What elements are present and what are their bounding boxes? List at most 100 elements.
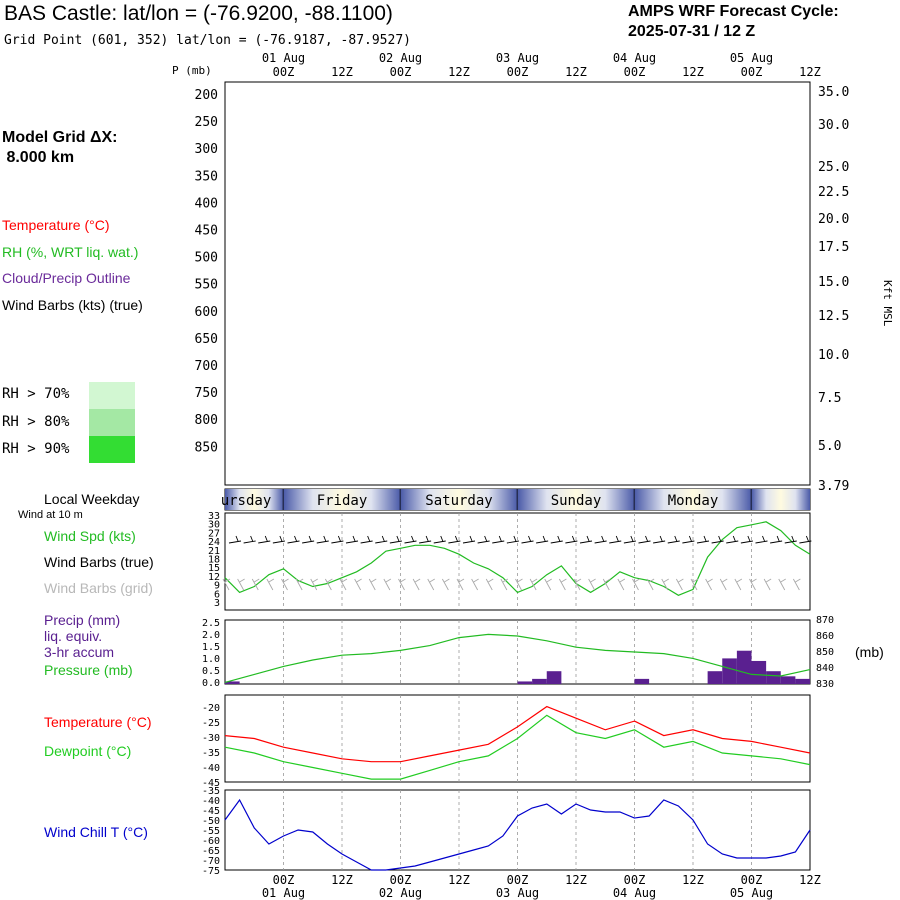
wind-speed-line (224, 521, 811, 596)
surface-wind-barb-grid (222, 578, 231, 591)
bottom-hour-label: 00Z (507, 873, 529, 887)
precip-tick-label: 2.5 (202, 618, 220, 629)
precip-bar (722, 658, 737, 684)
surface-wind-barb-true (433, 535, 446, 544)
surface-wind-barb-true (770, 535, 783, 544)
height-tick-label: 20.0 (818, 212, 849, 227)
rh70-swatch (89, 382, 135, 409)
pressure-tick-label: 550 (195, 278, 218, 293)
page-title: BAS Castle: lat/lon = (-76.9200, -88.110… (4, 2, 393, 25)
bottom-date-label: 04 Aug (613, 886, 656, 900)
height-tick-label: 17.5 (818, 240, 849, 255)
surface-wind-barb-true (653, 535, 666, 544)
wind-speed-tick-label: 33 (208, 511, 220, 522)
surface-wind-barb-true (565, 535, 578, 544)
top-hour-label: 12Z (799, 65, 821, 79)
surface-wind-barb-true (682, 535, 695, 544)
surface-wind-barb-grid (324, 578, 333, 591)
temperature-tick-label: -35 (202, 748, 220, 759)
panel-frames (224, 81, 811, 871)
pressure-tick-label: 350 (195, 169, 218, 184)
surface-wind-barb-true (594, 535, 607, 544)
pressure-tick-label: 700 (195, 359, 218, 374)
surface-wind-barb-true (404, 535, 417, 544)
dewpoint-panel-label: Dewpoint (°C) (44, 743, 132, 759)
wind-barbs-true-label: Wind Barbs (true) (44, 554, 154, 570)
bottom-hour-label: 12Z (448, 873, 470, 887)
surface-wind-barb-grid (383, 578, 392, 591)
windchill-tick-label: -75 (202, 866, 220, 877)
surface-wind-barb-true (272, 535, 285, 544)
surface-wind-barb-true (331, 535, 344, 544)
weekday-shade (283, 489, 401, 510)
surface-wind-barb-true (228, 535, 242, 544)
surface-wind-barb-true (243, 535, 256, 544)
weekday-label: Sunday (551, 493, 602, 509)
model-grid-value: 8.000 km (2, 149, 75, 166)
bottom-hour-label: 00Z (741, 873, 763, 887)
windchill-tick-label: -45 (202, 806, 220, 817)
surface-wind-barb-grid (544, 578, 552, 591)
height-tick-label: 10.0 (818, 348, 849, 363)
surface-wind-barb-true (623, 535, 636, 544)
wind-speed-tick-label: 3 (214, 598, 220, 609)
precip-label-3: 3-hr accum (44, 644, 115, 660)
wind-10m-label: Wind at 10 m (18, 509, 83, 521)
series-lines (222, 521, 812, 871)
top-hour-label: 00Z (390, 65, 412, 79)
pressure-tick-label: 450 (195, 224, 218, 239)
bottom-hour-label: 00Z (624, 873, 646, 887)
surface-wind-barb-true (638, 535, 651, 544)
height-tick-label: 22.5 (818, 185, 849, 200)
precip-label: Precip (mm) (44, 612, 121, 628)
height-tick-label: 3.79 (818, 479, 849, 494)
windchill-tick-label: -70 (202, 856, 220, 867)
legend-rh70-label: RH > 70% (2, 386, 70, 402)
surface-wind-barb-grid (778, 578, 786, 591)
pressure-tick-label: 850 (195, 440, 218, 455)
model-grid-label: Model Grid ΔX: (2, 129, 118, 146)
surface-wind-barb-true (389, 535, 402, 544)
top-date-label: 01 Aug (262, 51, 305, 65)
surface-wind-barb-grid (675, 578, 684, 591)
surface-wind-barb-true (667, 535, 680, 544)
temperature-tick-label: -30 (202, 733, 220, 744)
surface-wind-barb-true (375, 535, 388, 544)
pressure-tick-label: 850 (816, 647, 834, 658)
rh80-swatch (89, 409, 135, 436)
surface-wind-barb-true (360, 535, 373, 544)
pressure-tick-label: 600 (195, 305, 218, 320)
height-tick-label: 35.0 (818, 85, 849, 100)
wind-speed-tick-label: 15 (208, 563, 220, 574)
surface-wind-barb-true (799, 535, 812, 544)
precip-label-2: liq. equiv. (44, 628, 103, 644)
surface-wind-barb-true (711, 535, 724, 544)
surface-wind-barb-grid (558, 578, 567, 591)
legend-rh90-label: RH > 90% (2, 441, 70, 457)
temperature-tick-label: -25 (202, 718, 220, 729)
bottom-hour-label: 00Z (273, 873, 295, 887)
surface-wind-barb-grid (705, 578, 713, 591)
forecast-cycle-label: AMPS WRF Forecast Cycle: (628, 3, 839, 20)
surface-wind-barb-grid (690, 578, 699, 591)
surface-wind-barb-grid (763, 578, 772, 591)
top-date-label: 03 Aug (496, 51, 539, 65)
surface-wind-barb-true (740, 535, 753, 544)
weekday-label: Saturday (425, 493, 492, 509)
surface-wind-barb-grid (427, 578, 435, 591)
surface-wind-barb-grid (310, 578, 318, 591)
temperature-tick-label: -45 (202, 778, 220, 789)
surface-wind-barb-grid (398, 578, 406, 591)
height-axis-title: Kft MSL (881, 280, 894, 327)
pressure-tick-label: 840 (816, 663, 834, 674)
pressure-tick-label: 300 (195, 142, 218, 157)
model-grid-info: Model Grid ΔX: 8.000 km (2, 128, 118, 168)
surface-wind-barb-true (536, 535, 549, 544)
surface-wind-barb-true (784, 535, 797, 544)
precip-bar (780, 676, 796, 684)
weekday-shade (634, 489, 752, 510)
surface-wind-barb-grid (441, 578, 450, 591)
top-hour-label: 00Z (741, 65, 763, 79)
surface-wind-barb-grid (602, 578, 611, 591)
top-hour-label: 12Z (565, 65, 587, 79)
